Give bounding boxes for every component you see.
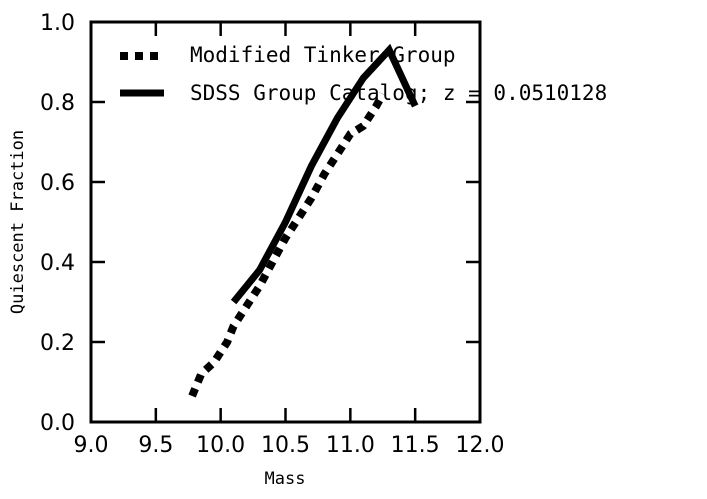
- y-tick-label: 0.0: [40, 411, 75, 436]
- x-tick-label: 10.0: [196, 433, 245, 458]
- x-tick-label: 11.5: [391, 433, 440, 458]
- y-tick-label: 0.8: [40, 91, 75, 116]
- tick-label-layer: 9.0 9.5 10.0 10.5 11.0 11.5 12.0 0.0 0.2 0.4 0.6 0.…: [40, 11, 504, 458]
- x-tick-label: 9.0: [74, 433, 109, 458]
- series-line-modified-tinker-group: [188, 92, 387, 398]
- x-tick-label: 11.0: [326, 433, 375, 458]
- y-axis-label: Quiescent Fraction: [8, 130, 28, 314]
- x-tick-label: 12.0: [456, 433, 505, 458]
- x-axis-label: Mass: [265, 469, 306, 489]
- y-tick-label: 0.6: [40, 171, 75, 196]
- legend-label-sdss-group-catalog: SDSS Group Catalog; z = 0.0510128: [190, 81, 607, 105]
- tick-layer: [89, 20, 482, 424]
- series-layer: [188, 43, 419, 398]
- y-tick-label: 0.2: [40, 331, 75, 356]
- x-tick-label: 10.5: [261, 433, 310, 458]
- series-line-sdss-group-catalog: [230, 43, 419, 305]
- y-tick-label: 1.0: [40, 11, 75, 36]
- legend-label-modified-tinker-group: Modified Tinker Group: [190, 43, 456, 67]
- x-tick-label: 9.5: [138, 433, 173, 458]
- y-tick-label: 0.4: [40, 251, 75, 276]
- legend: Modified Tinker Group SDSS Group Catalog…: [120, 43, 607, 105]
